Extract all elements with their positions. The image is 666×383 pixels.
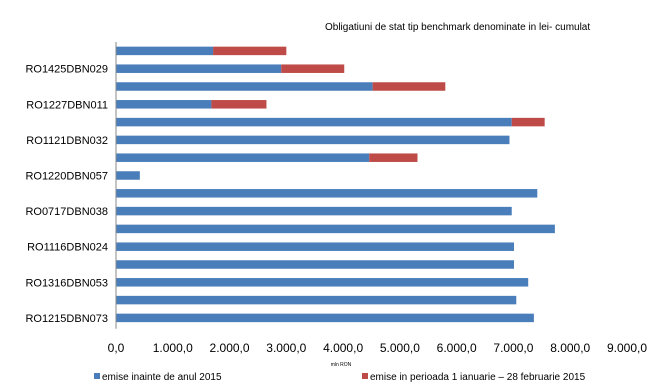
bar-s0-8 <box>116 189 538 198</box>
legend-swatch <box>362 373 368 379</box>
category-label: RO1121DBN032 <box>26 135 108 147</box>
bar-s0-14 <box>116 295 517 305</box>
bar-s0-15 <box>116 313 534 323</box>
bar-s0-1 <box>116 64 282 73</box>
x-tick-label: 4.000,0 <box>323 341 363 355</box>
bar-s0-12 <box>116 260 515 269</box>
bar-s0-4 <box>116 117 512 127</box>
bar-s0-7 <box>116 171 140 180</box>
bar-s0-3 <box>116 100 212 109</box>
x-tick-label: 2.000,0 <box>210 341 250 355</box>
x-tick-label: 6.000,0 <box>437 341 477 355</box>
bar-s0-6 <box>116 153 370 162</box>
bar-s0-0 <box>116 46 214 56</box>
category-labels-group: RO1425DBN029 RO1227DBN011 RO1121DBN032 RO12… <box>25 64 108 325</box>
x-tick-label: 3.000,0 <box>266 341 306 355</box>
category-label: RO1215DBN073 <box>25 313 108 325</box>
x-tick-label: 7.000,0 <box>493 341 533 355</box>
category-label: RO0717DBN038 <box>25 206 108 218</box>
x-tick-label: 8.000,0 <box>550 341 590 355</box>
legend: emise inainte de anul 2015 emise in perio… <box>94 372 586 383</box>
bar-s1-2 <box>372 82 446 91</box>
bar-s1-6 <box>369 153 418 162</box>
bar-s1-0 <box>213 46 287 56</box>
bar-s0-2 <box>116 82 373 91</box>
legend-label: emise inainte de anul 2015 <box>102 372 222 383</box>
category-label: RO1227DBN011 <box>26 99 108 111</box>
category-label: RO1116DBN024 <box>27 242 108 254</box>
x-axis-label: mln RON <box>331 362 352 368</box>
x-tick-label: 9.000,0 <box>607 341 647 355</box>
category-label: RO1425DBN029 <box>25 64 108 76</box>
legend-swatch <box>94 373 100 379</box>
x-tick-label: 0,0 <box>108 341 125 355</box>
bar-s0-11 <box>116 242 515 251</box>
bar-s1-1 <box>281 64 345 73</box>
category-label: RO1316DBN053 <box>25 277 108 289</box>
bars-group <box>116 46 555 323</box>
chart-title: Obligatiuni de stat tip benchmark denomi… <box>325 22 590 33</box>
legend-label: emise in perioada 1 ianuarie – 28 februa… <box>370 372 586 383</box>
bar-s0-13 <box>116 278 529 287</box>
bar-s1-4 <box>511 117 545 127</box>
x-ticks-group: 0,0 1.000,0 2.000,0 3.000,0 4.000,0 5.000,0 6.… <box>108 341 648 355</box>
bar-s0-10 <box>116 224 555 234</box>
category-label: RO1220DBN057 <box>25 171 108 183</box>
bar-s0-9 <box>116 206 512 216</box>
bar-s1-3 <box>211 100 267 109</box>
x-tick-label: 1.000,0 <box>153 341 193 355</box>
bar-s0-5 <box>116 135 510 145</box>
x-tick-label: 5.000,0 <box>380 341 420 355</box>
